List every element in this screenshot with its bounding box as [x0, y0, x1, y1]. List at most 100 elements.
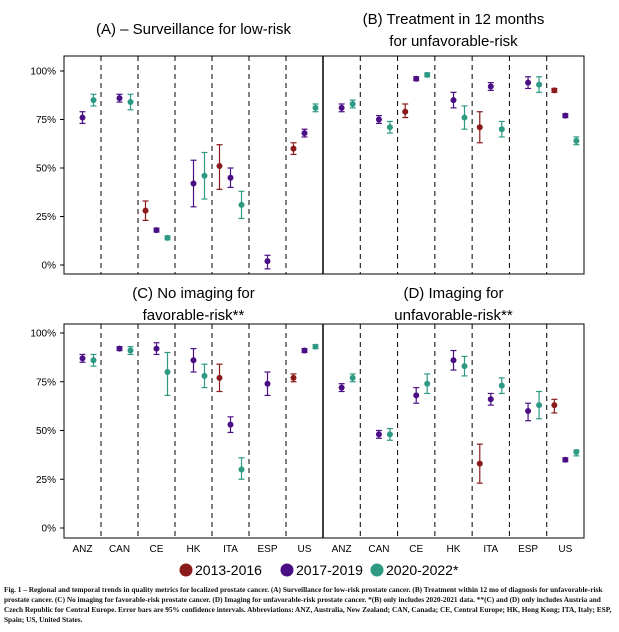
data-point — [290, 374, 297, 381]
panel-c: (C) No imaging for favorable-risk** 0% 25% 5… — [30, 285, 319, 538]
data-point — [238, 466, 245, 473]
y-tick-label: 100% — [30, 329, 56, 340]
y-tick-label: 50% — [36, 426, 56, 437]
x-tick-label: HK — [447, 544, 461, 555]
data-point — [190, 357, 197, 364]
x-tick-label: CE — [409, 544, 423, 555]
data-point — [301, 347, 308, 354]
data-point — [386, 124, 393, 131]
data-point — [264, 380, 271, 387]
data-point — [312, 343, 319, 350]
panel-title: (C) No imaging for — [132, 285, 255, 302]
data-point — [142, 207, 149, 214]
figure-caption: Fig. 1 – Regional and temporal trends in… — [4, 585, 616, 625]
data-point — [338, 104, 345, 111]
data-point — [264, 258, 271, 265]
data-point — [116, 345, 123, 352]
y-tick-label: 25% — [36, 475, 56, 486]
x-tick-label: ANZ — [332, 544, 352, 555]
data-point — [487, 83, 494, 90]
data-point — [498, 126, 505, 133]
panel-b: (B) Treatment in 12 months for unfavorabl… — [338, 11, 580, 274]
data-point — [349, 100, 356, 107]
data-point — [375, 116, 382, 123]
data-point — [424, 380, 431, 387]
data-point — [190, 180, 197, 187]
caption-text: – Regional and temporal trends in qualit… — [4, 585, 612, 624]
data-point — [424, 71, 431, 78]
data-point — [201, 372, 208, 379]
data-point — [301, 130, 308, 137]
data-point — [238, 201, 245, 208]
x-tick-label: US — [558, 544, 572, 555]
legend-marker — [280, 563, 294, 577]
data-point — [127, 347, 134, 354]
figure: (A) – Surveillance for low-risk 0% 25% 50% 7… — [30, 11, 585, 578]
panel-title: (D) Imaging for — [403, 285, 503, 302]
data-point — [487, 396, 494, 403]
data-point — [127, 99, 134, 106]
caption-label: Fig. 1 — [4, 585, 22, 594]
legend-label: 2013-2016 — [195, 562, 262, 578]
data-point — [153, 345, 160, 352]
x-tick-label: US — [298, 544, 312, 555]
data-point — [79, 114, 86, 121]
data-point — [164, 234, 171, 241]
panel-title: unfavorable-risk** — [394, 307, 513, 324]
x-tick-label: ESP — [518, 544, 538, 555]
data-point — [349, 374, 356, 381]
data-point — [216, 163, 223, 170]
data-point — [498, 382, 505, 389]
data-point — [525, 79, 532, 86]
y-tick-label: 0% — [42, 524, 57, 535]
data-point — [573, 448, 580, 455]
data-point — [90, 97, 97, 104]
data-point — [290, 145, 297, 152]
x-tick-label: CAN — [368, 544, 389, 555]
y-tick-label: 75% — [36, 377, 56, 388]
data-point — [312, 104, 319, 111]
y-tick-label: 100% — [30, 67, 56, 78]
data-point — [153, 227, 160, 234]
data-point — [562, 456, 569, 463]
data-point — [90, 357, 97, 364]
x-tick-label: CE — [150, 544, 164, 555]
data-point — [164, 369, 171, 375]
data-point — [402, 108, 409, 115]
data-point — [562, 112, 569, 119]
data-point — [573, 137, 580, 144]
legend-marker — [370, 563, 384, 577]
data-point — [525, 408, 532, 414]
y-tick-label: 25% — [36, 212, 56, 223]
data-point — [476, 124, 483, 131]
data-point — [413, 75, 420, 82]
x-tick-label: ITA — [483, 544, 498, 555]
data-point — [227, 174, 234, 181]
data-point — [201, 172, 208, 179]
data-point — [338, 384, 345, 391]
top-frame — [63, 55, 585, 275]
data-point — [413, 392, 420, 399]
y-tick-label: 50% — [36, 164, 56, 175]
panel-title: (B) Treatment in 12 months — [363, 11, 545, 28]
data-point — [450, 97, 457, 104]
data-point — [227, 421, 234, 428]
x-tick-label: ESP — [257, 544, 277, 555]
legend-label: 2020-2022* — [386, 562, 459, 578]
data-point — [375, 431, 382, 438]
panel-d: (D) Imaging for unfavorable-risk** — [338, 285, 580, 538]
data-point — [536, 81, 543, 88]
x-tick-label: CAN — [109, 544, 130, 555]
data-point — [450, 357, 457, 364]
x-tick-label: HK — [187, 544, 201, 555]
data-point — [116, 95, 123, 102]
panel-a: (A) – Surveillance for low-risk 0% 25% 50% 7… — [30, 21, 319, 274]
data-point — [386, 431, 393, 438]
x-tick-label: ANZ — [73, 544, 93, 555]
y-tick-label: 75% — [36, 115, 56, 126]
bottom-frame — [63, 323, 585, 539]
data-point — [461, 114, 468, 121]
data-point — [461, 363, 468, 370]
legend-label: 2017-2019 — [296, 562, 363, 578]
panel-title: for unfavorable-risk — [389, 33, 518, 50]
